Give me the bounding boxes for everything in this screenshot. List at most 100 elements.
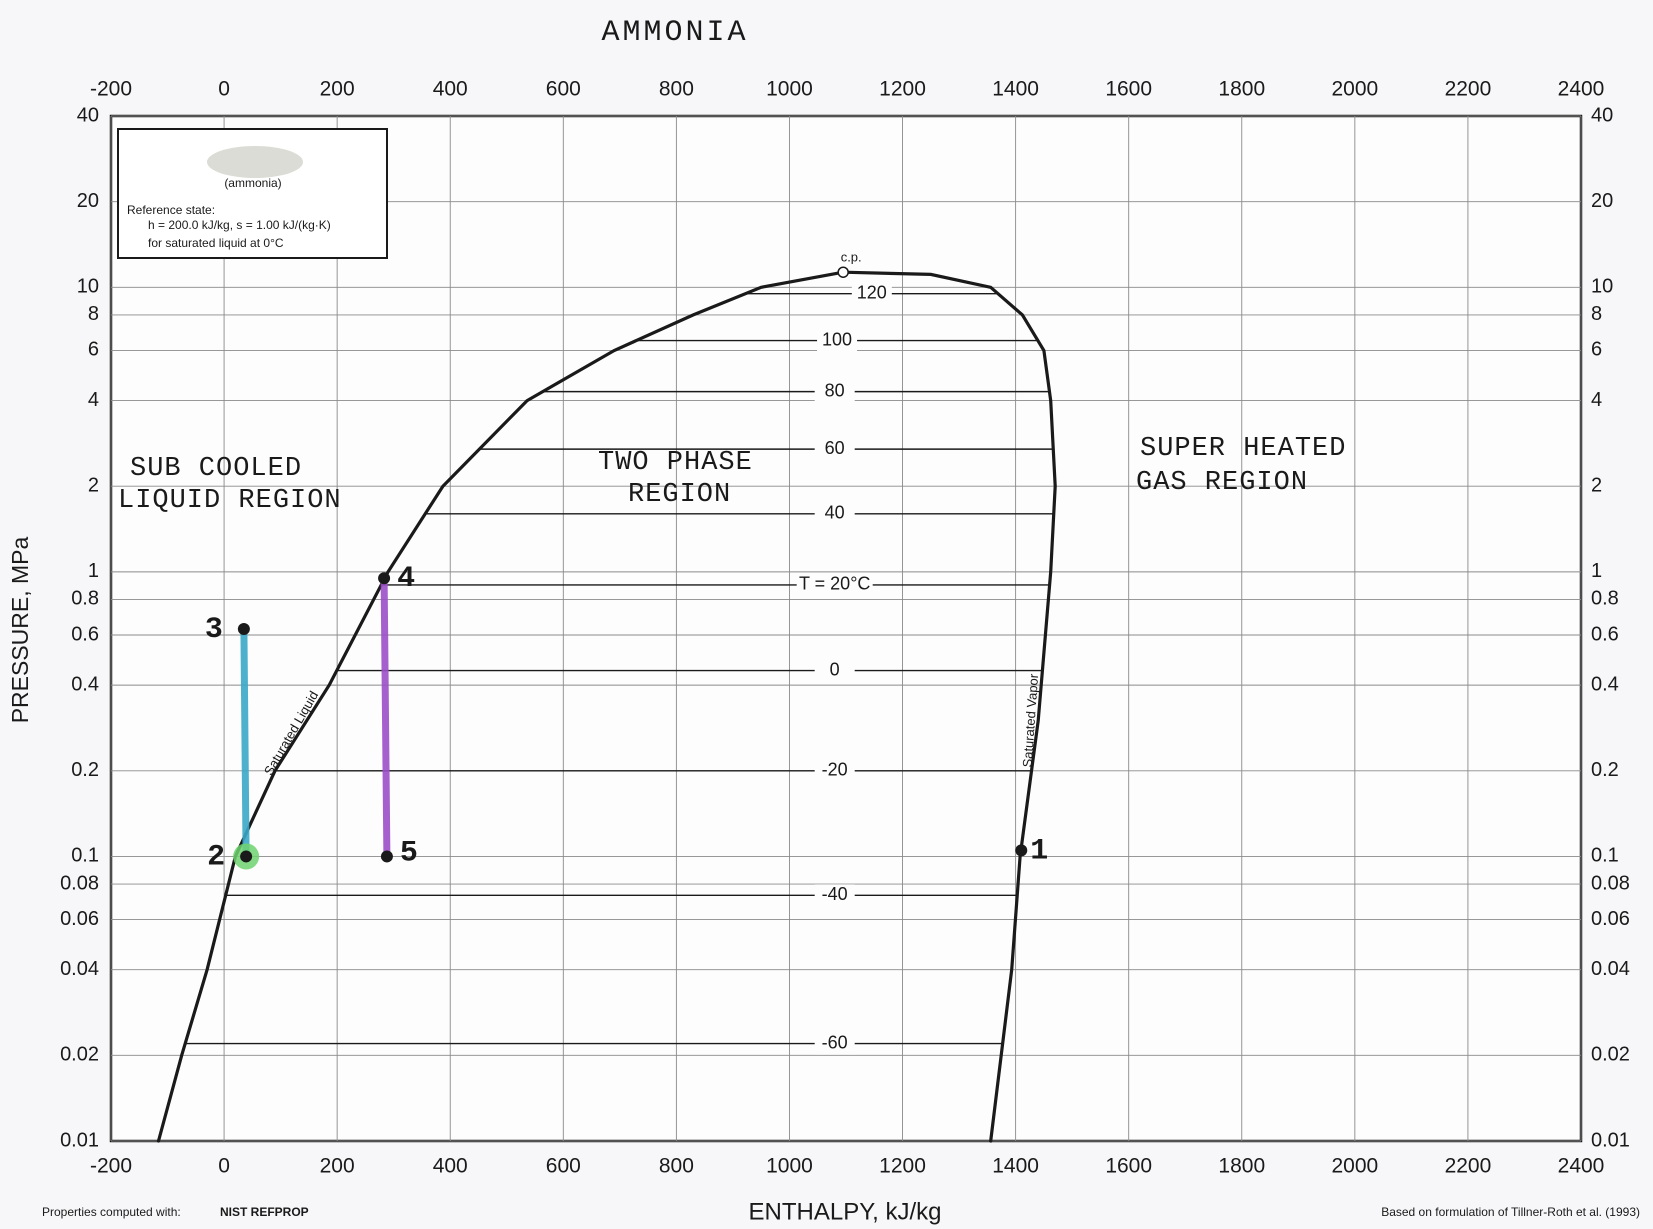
x-tick-label: 400 — [433, 1155, 468, 1178]
isotherm-label: -60 — [822, 1032, 848, 1052]
state-point — [381, 850, 393, 862]
x-tick-label: -200 — [90, 1155, 132, 1178]
state-point-label: 5 — [400, 836, 418, 870]
y-tick-label-right: 0.01 — [1591, 1129, 1630, 1151]
y-tick-label: 0.01 — [60, 1129, 99, 1151]
y-tick-label: 40 — [77, 104, 99, 126]
reference-text: (ammonia) — [224, 176, 281, 190]
isotherm-label: 0 — [830, 659, 840, 679]
y-tick-label-right: 0.4 — [1591, 673, 1619, 695]
y-tick-label-right: 20 — [1591, 190, 1613, 212]
x-tick-label: 1600 — [1105, 1155, 1152, 1178]
region-annotation: REGION — [628, 480, 731, 510]
reference-box: (ammonia) Reference state: h = 200.0 kJ/… — [118, 129, 387, 258]
x-tick-label: 2000 — [1331, 1155, 1378, 1178]
isotherm-label: -20 — [822, 760, 848, 780]
y-tick-label-right: 8 — [1591, 303, 1602, 325]
y-tick-label: 0.6 — [71, 623, 99, 645]
y-tick-label: 8 — [88, 303, 99, 325]
y-tick-label-right: 0.8 — [1591, 588, 1619, 610]
y-tick-label-right: 0.02 — [1591, 1044, 1630, 1066]
state-point — [240, 850, 252, 862]
process-line — [384, 578, 387, 856]
x-tick-label-top: 200 — [320, 78, 355, 101]
region-annotation: SUPER HEATED — [1140, 434, 1346, 464]
y-tick-label: 0.4 — [71, 673, 99, 695]
isotherm-label: 40 — [825, 503, 845, 523]
y-tick-label: 2 — [88, 475, 99, 497]
x-tick-label-top: 2400 — [1558, 78, 1605, 101]
process-line — [244, 629, 246, 856]
x-tick-label: 2200 — [1445, 1155, 1492, 1178]
x-tick-label-top: 1000 — [766, 78, 813, 101]
y-tick-label: 6 — [88, 339, 99, 361]
isotherm-label: 60 — [825, 438, 845, 458]
y-tick-label: 0.2 — [71, 759, 99, 781]
state-point — [378, 572, 390, 584]
y-tick-label-right: 0.06 — [1591, 908, 1630, 930]
x-tick-label: 1000 — [766, 1155, 813, 1178]
y-tick-label: 0.1 — [71, 845, 99, 867]
x-tick-label-top: 1600 — [1105, 78, 1152, 101]
y-tick-label-right: 1 — [1591, 560, 1602, 582]
x-tick-label: 0 — [218, 1155, 230, 1178]
x-tick-label-top: 2200 — [1445, 78, 1492, 101]
y-tick-label-right: 4 — [1591, 389, 1602, 411]
reference-text: for saturated liquid at 0°C — [148, 236, 284, 250]
y-tick-label: 20 — [77, 190, 99, 212]
chart-title: AMMONIA — [601, 16, 748, 50]
y-tick-label: 10 — [77, 276, 99, 298]
y-tick-label: 0.06 — [60, 908, 99, 930]
state-point-label: 1 — [1030, 834, 1048, 868]
x-tick-label: 1200 — [879, 1155, 926, 1178]
region-annotation: GAS REGION — [1136, 468, 1308, 498]
y-tick-label: 0.04 — [60, 958, 99, 980]
state-point-label: 2 — [207, 840, 225, 874]
y-tick-label-right: 0.6 — [1591, 623, 1619, 645]
y-tick-label: 4 — [88, 389, 99, 411]
x-tick-label-top: 1800 — [1218, 78, 1265, 101]
isotherm-label: 120 — [857, 282, 887, 302]
x-tick-label-top: 1200 — [879, 78, 926, 101]
isotherm-label: T = 20°C — [799, 574, 870, 594]
x-tick-label: 600 — [546, 1155, 581, 1178]
x-axis-label: ENTHALPY, kJ/kg — [749, 1198, 942, 1225]
y-tick-label-right: 6 — [1591, 339, 1602, 361]
y-tick-label-right: 0.2 — [1591, 759, 1619, 781]
isotherm-label: -40 — [822, 884, 848, 904]
reference-text: Reference state: — [127, 203, 215, 217]
x-tick-label-top: 600 — [546, 78, 581, 101]
region-annotation: LIQUID REGION — [118, 486, 342, 516]
y-tick-label-right: 0.04 — [1591, 958, 1630, 980]
reference-text: h = 200.0 kJ/kg, s = 1.00 kJ/(kg·K) — [148, 218, 331, 232]
y-tick-label-right: 0.08 — [1591, 872, 1630, 894]
y-tick-label-right: 0.1 — [1591, 845, 1619, 867]
footer-note: Properties computed with: — [42, 1205, 181, 1219]
x-tick-label: 800 — [659, 1155, 694, 1178]
y-tick-label: 0.02 — [60, 1044, 99, 1066]
footer-note: Based on formulation of Tillner-Roth et … — [1381, 1205, 1640, 1219]
y-tick-label: 0.8 — [71, 588, 99, 610]
x-tick-label-top: 0 — [218, 78, 230, 101]
x-tick-label: 2400 — [1558, 1155, 1605, 1178]
region-annotation: TWO PHASE — [598, 448, 753, 478]
y-tick-label-right: 40 — [1591, 104, 1613, 126]
critical-point-label: c.p. — [841, 250, 862, 265]
logo-blur — [207, 146, 303, 178]
state-point — [238, 623, 250, 635]
y-tick-label: 1 — [88, 560, 99, 582]
isotherm-label: 100 — [822, 329, 852, 349]
footer-note: NIST REFPROP — [220, 1205, 309, 1219]
y-tick-label-right: 2 — [1591, 475, 1602, 497]
state-point-label: 4 — [397, 562, 415, 596]
x-tick-label-top: 800 — [659, 78, 694, 101]
x-tick-label: 1400 — [992, 1155, 1039, 1178]
y-axis-label: PRESSURE, MPa — [7, 536, 33, 723]
x-tick-label: 200 — [320, 1155, 355, 1178]
x-tick-label-top: 2000 — [1331, 78, 1378, 101]
region-annotation: SUB COOLED — [130, 454, 302, 484]
x-tick-label-top: -200 — [90, 78, 132, 101]
isotherm-label: 80 — [825, 380, 845, 400]
x-tick-label-top: 400 — [433, 78, 468, 101]
state-point-label: 3 — [205, 613, 223, 647]
